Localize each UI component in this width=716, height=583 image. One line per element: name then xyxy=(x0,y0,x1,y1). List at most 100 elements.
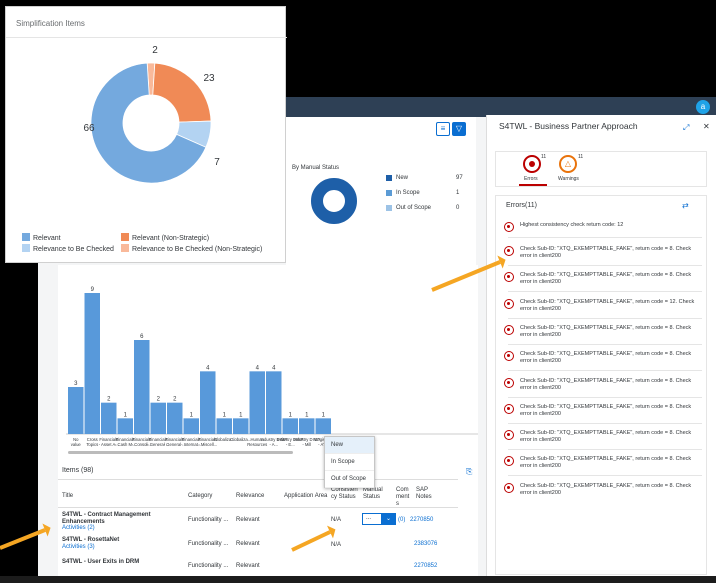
legend-swatch xyxy=(386,190,392,196)
bar[interactable] xyxy=(216,418,233,434)
bar[interactable] xyxy=(249,371,266,434)
detail-panel: S4TWL - Business Partner Approach ⤢ ✕ 11… xyxy=(486,115,716,583)
bar[interactable] xyxy=(315,418,332,434)
bar-value-label: 4 xyxy=(272,365,276,371)
export-icon[interactable]: ⎘ xyxy=(466,467,473,476)
bar-value-label: 9 xyxy=(91,287,95,293)
activities-link[interactable]: Activities (2) xyxy=(62,525,95,531)
row-title[interactable]: S4TWL - RosettaNet xyxy=(62,537,120,543)
bar[interactable] xyxy=(167,402,183,434)
errors-count: 11 xyxy=(541,154,547,160)
error-icon xyxy=(504,456,514,467)
bar[interactable] xyxy=(233,418,249,434)
activities-link[interactable]: Activities (3) xyxy=(62,544,95,550)
bar[interactable] xyxy=(183,418,200,434)
bar-value-label: 1 xyxy=(322,412,326,418)
legend-label: Relevant xyxy=(33,235,61,242)
dropdown-option[interactable]: New xyxy=(325,437,374,454)
chevron-down-icon[interactable]: ⌄ xyxy=(381,514,396,524)
category-tick-label: Financials - Consoli... xyxy=(132,437,152,447)
sort-icon[interactable]: ⇄ xyxy=(682,201,689,210)
divider xyxy=(508,317,702,319)
bar[interactable] xyxy=(68,387,84,434)
errors-tab-icon[interactable] xyxy=(523,155,541,173)
bar[interactable] xyxy=(200,371,216,434)
legend-value: 97 xyxy=(456,175,463,181)
bar[interactable] xyxy=(84,293,101,434)
divider xyxy=(508,291,702,293)
panel-title: S4TWL - Business Partner Approach xyxy=(499,121,638,131)
bar-value-label: 2 xyxy=(173,397,177,403)
error-icon xyxy=(504,403,514,414)
divider xyxy=(58,479,458,480)
bar[interactable] xyxy=(101,402,117,434)
consistency-cell: N/A xyxy=(331,517,342,523)
comments-link[interactable]: (0) xyxy=(398,517,406,523)
avatar[interactable]: a xyxy=(696,100,710,114)
slice-value-label: 23 xyxy=(203,73,215,84)
category-cell: Functionality ... xyxy=(188,541,229,547)
bar-chart: 3 No value 9 Cross Topics 2 Financials - Asset A… xyxy=(66,287,478,454)
pie-slice[interactable] xyxy=(90,62,207,184)
divider xyxy=(508,475,702,477)
relevance-cell: Relevant xyxy=(236,517,260,523)
category-tick-label: Cross Topics xyxy=(86,437,98,447)
bar[interactable] xyxy=(266,371,282,434)
horizontal-scrollbar[interactable] xyxy=(68,451,293,454)
warning-icon[interactable]: △ xyxy=(559,155,577,173)
legend-swatch xyxy=(386,175,392,181)
error-icon xyxy=(504,272,514,283)
dropdown-option[interactable]: Out of Scope xyxy=(325,471,374,488)
items-title: Items (98) xyxy=(62,467,94,474)
bar-value-label: 3 xyxy=(74,381,78,387)
close-icon[interactable]: ✕ xyxy=(703,122,710,131)
error-icon xyxy=(504,377,514,388)
bar[interactable] xyxy=(299,418,315,434)
filter-icon[interactable]: ▽ xyxy=(452,122,466,136)
fullscreen-icon[interactable]: ⤢ xyxy=(683,123,690,132)
row-title[interactable]: S4TWL - User Exits in DRM xyxy=(62,559,140,565)
warnings-count: 11 xyxy=(578,154,584,160)
dropdown-option[interactable]: In Scope xyxy=(325,454,374,471)
tab-warnings[interactable]: Warnings xyxy=(558,176,579,182)
category-tick-label: Industry DIMP - E... xyxy=(277,437,304,447)
list-view-icon[interactable]: ≡ xyxy=(436,122,450,136)
error-icon xyxy=(504,430,514,441)
tab-errors[interactable]: Errors xyxy=(524,176,538,182)
sap-note-link[interactable]: 2270852 xyxy=(414,563,438,569)
table-row[interactable]: S4TWL - User Exits in DRM Functionality .… xyxy=(58,559,458,581)
divider xyxy=(508,265,702,266)
app-window: a ≡ ▽ By Manual Status New 97 In Scope 1 Out… xyxy=(38,97,716,583)
error-message: Check Sub-ID: "XTQ_EXEMPTTABLE_FAKE", re… xyxy=(504,351,700,365)
category-tick-label: No value xyxy=(71,437,82,447)
manual-status-select[interactable]: ... ⌄ xyxy=(362,513,396,525)
bar[interactable] xyxy=(282,418,299,434)
legend-label: Relevance to Be Checked (Non-Strategic) xyxy=(132,246,263,253)
legend-swatch xyxy=(121,244,129,252)
error-icon xyxy=(504,298,514,309)
bar-value-label: 1 xyxy=(190,412,194,418)
items-table-card: Items (98) ⎘ Title Category Relevance Appli… xyxy=(58,467,478,583)
sap-note-link[interactable]: 2383076 xyxy=(414,541,438,547)
divider xyxy=(508,370,702,372)
bar[interactable] xyxy=(134,340,150,434)
manual-status-dropdown[interactable]: New In Scope Out of Scope xyxy=(324,436,375,488)
legend-label: Relevant (Non-Strategic) xyxy=(132,235,210,242)
pie-title: Simplification Items xyxy=(16,19,85,28)
table-row[interactable]: S4TWL - RosettaNet Activities (3) Function… xyxy=(58,537,458,559)
sap-note-link[interactable]: 2270850 xyxy=(410,517,434,523)
column-header: Manual Status xyxy=(363,487,383,500)
selected-tab-underline xyxy=(519,184,547,186)
bar[interactable] xyxy=(117,418,134,434)
error-message: Check Sub-ID: "XTQ_EXEMPTTABLE_FAKE", re… xyxy=(504,298,700,313)
error-message: Check Sub-ID: "XTQ_EXEMPTTABLE_FAKE", re… xyxy=(504,482,700,497)
error-icon xyxy=(504,324,514,335)
bar[interactable] xyxy=(150,402,167,434)
legend-label: In Scope xyxy=(396,190,420,196)
row-title[interactable]: S4TWL - Contract Management Enhancements xyxy=(62,512,151,525)
column-header: Application Area xyxy=(284,493,328,499)
errors-list: Errors(11) ⇄ Highest consistency check r… xyxy=(495,195,707,575)
divider xyxy=(508,237,702,238)
table-row[interactable]: S4TWL - Contract Management Enhancements… xyxy=(58,512,458,534)
pie-slice[interactable] xyxy=(152,62,212,123)
